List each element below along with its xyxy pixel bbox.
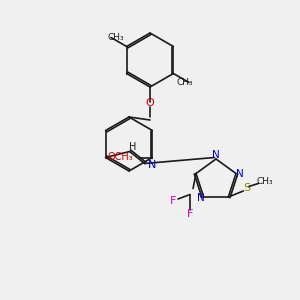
Text: OCH₃: OCH₃ bbox=[107, 152, 133, 163]
Text: S: S bbox=[243, 183, 250, 193]
Text: CH₃: CH₃ bbox=[107, 33, 124, 42]
Text: N: N bbox=[212, 150, 220, 161]
Text: CH₃: CH₃ bbox=[176, 78, 193, 87]
Text: N: N bbox=[236, 169, 243, 178]
Text: F: F bbox=[187, 209, 193, 219]
Text: CH₃: CH₃ bbox=[256, 178, 273, 187]
Text: F: F bbox=[170, 196, 177, 206]
Text: O: O bbox=[146, 98, 154, 109]
Text: H: H bbox=[129, 142, 136, 152]
Text: N: N bbox=[148, 160, 156, 170]
Text: N: N bbox=[197, 194, 205, 203]
